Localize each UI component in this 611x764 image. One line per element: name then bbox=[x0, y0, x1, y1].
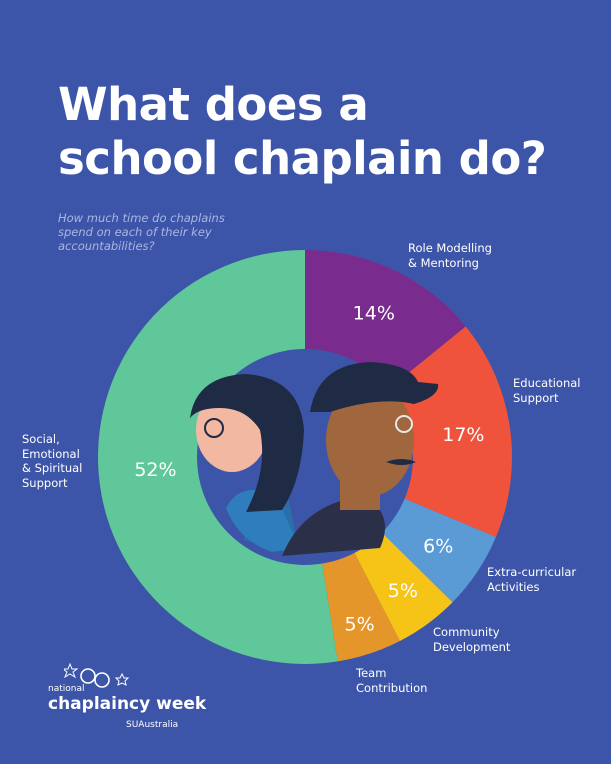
slice-label-extra-curricular: Extra-curricular Activities bbox=[487, 565, 576, 594]
title-line-1: What does a bbox=[58, 78, 369, 131]
slice-value-label: 5% bbox=[388, 580, 418, 602]
logo-text-main: chaplaincy week bbox=[48, 694, 207, 714]
chart-subtitle: How much time do chaplains spend on each… bbox=[58, 211, 298, 253]
slice-label-line: & Spiritual bbox=[22, 461, 83, 475]
man-shirt bbox=[282, 500, 385, 556]
slice-value-label: 17% bbox=[442, 424, 484, 446]
slice-label-line: Support bbox=[513, 390, 559, 405]
slice-value-label: 5% bbox=[345, 613, 375, 635]
man-cap bbox=[310, 362, 439, 412]
subtitle-line-1: How much time do chaplains bbox=[58, 211, 225, 225]
slice-value-label: 6% bbox=[423, 536, 453, 558]
page-title: What does a school chaplain do? bbox=[58, 78, 547, 186]
slice-label-line: Activities bbox=[487, 579, 540, 594]
logo-text-small: national bbox=[48, 684, 85, 694]
title-line-2: school chaplain do? bbox=[58, 132, 547, 185]
man-glasses bbox=[395, 415, 413, 433]
woman-hair bbox=[190, 374, 304, 512]
slice-label-line: Role Modelling bbox=[408, 241, 492, 255]
woman-collar bbox=[226, 489, 300, 552]
man-face bbox=[326, 384, 414, 496]
slice-label-line: Social, bbox=[22, 432, 60, 446]
slice-value-label: 52% bbox=[134, 459, 176, 481]
slice-label-line: Educational bbox=[513, 376, 581, 390]
slice-label-role-modelling: Role Modelling & Mentoring bbox=[408, 241, 492, 270]
man-neck bbox=[340, 470, 380, 510]
slice-label-social-emotional: Social, Emotional & Spiritual Support bbox=[22, 432, 82, 490]
slice-label-line: Contribution bbox=[356, 680, 428, 695]
slice-label-line: Support bbox=[22, 475, 68, 490]
logo-text-brand: SUAustralia bbox=[126, 720, 179, 730]
slice-label-line: Development bbox=[433, 639, 511, 654]
slice-label-line: Emotional bbox=[22, 446, 80, 461]
kids-faces-icon bbox=[64, 662, 130, 688]
subtitle-line-2: spend on each of their key bbox=[58, 225, 212, 239]
slice-label-line: Community bbox=[433, 625, 500, 639]
slice-label-line: Extra-curricular bbox=[487, 565, 577, 579]
man-moustache bbox=[386, 459, 416, 465]
slice-label-line: & Mentoring bbox=[408, 255, 479, 270]
slice-label-educational: Educational Support bbox=[513, 376, 581, 405]
slice-value-label: 14% bbox=[353, 303, 395, 325]
slice-label-line: Team bbox=[356, 666, 387, 680]
slice-label-community: Community Development bbox=[433, 625, 510, 654]
chaplains-illustration bbox=[190, 349, 439, 565]
woman-glasses bbox=[204, 418, 224, 438]
value-labels: 14%17%6%5%5%52% bbox=[134, 303, 484, 636]
slice-label-team: Team Contribution bbox=[356, 666, 427, 695]
subtitle-line-3: accountabilities? bbox=[58, 239, 155, 253]
